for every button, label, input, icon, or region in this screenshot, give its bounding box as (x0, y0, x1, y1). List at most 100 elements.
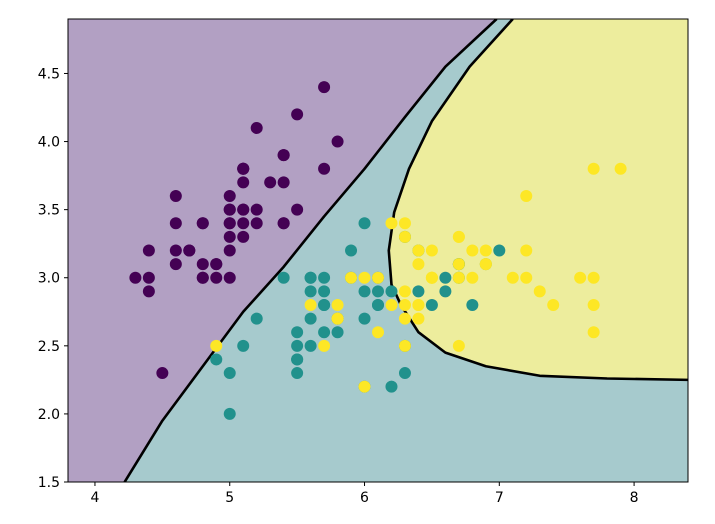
decision-boundary-0-1 (123, 19, 498, 482)
x-tick-label: 7 (495, 490, 504, 506)
point-class-1 (331, 326, 344, 339)
point-class-0 (142, 244, 155, 257)
x-axis: 4 5 6 7 8 (90, 482, 639, 506)
point-class-0 (250, 217, 263, 230)
point-class-0 (223, 203, 236, 216)
point-class-0 (331, 135, 344, 148)
point-class-2 (358, 380, 371, 393)
point-class-1 (412, 285, 425, 298)
point-class-1 (425, 298, 438, 311)
point-class-0 (237, 203, 250, 216)
point-class-0 (250, 121, 263, 134)
y-tick-label: 1.5 (38, 475, 60, 491)
point-class-1 (385, 285, 398, 298)
point-class-0 (169, 217, 182, 230)
plot-area (68, 19, 688, 482)
point-class-2 (479, 244, 492, 257)
point-class-0 (277, 149, 290, 162)
point-class-2 (412, 298, 425, 311)
point-class-2 (425, 271, 438, 284)
point-class-0 (264, 176, 277, 189)
point-class-1 (493, 244, 506, 257)
point-class-1 (223, 367, 236, 380)
point-class-0 (183, 244, 196, 257)
point-class-1 (398, 367, 411, 380)
point-class-1 (318, 271, 331, 284)
point-class-1 (291, 353, 304, 366)
point-class-2 (385, 217, 398, 230)
point-class-1 (318, 326, 331, 339)
point-class-2 (210, 339, 223, 352)
point-class-2 (304, 298, 317, 311)
y-tick-label: 4.0 (38, 135, 60, 151)
point-class-0 (237, 230, 250, 243)
point-class-0 (318, 162, 331, 175)
point-class-2 (331, 298, 344, 311)
point-class-0 (291, 108, 304, 121)
point-class-2 (345, 271, 358, 284)
point-class-1 (210, 353, 223, 366)
point-class-2 (452, 271, 465, 284)
y-tick-label: 2.0 (38, 407, 60, 423)
point-class-1 (439, 271, 452, 284)
point-class-0 (169, 190, 182, 203)
point-class-2 (398, 312, 411, 325)
point-class-0 (210, 271, 223, 284)
point-class-1 (223, 407, 236, 420)
point-class-2 (520, 244, 533, 257)
point-class-0 (142, 285, 155, 298)
point-class-2 (452, 339, 465, 352)
point-class-2 (358, 271, 371, 284)
point-class-2 (318, 339, 331, 352)
region-class-2 (388, 19, 688, 380)
x-tick-label: 5 (225, 490, 234, 506)
x-tick-label: 6 (360, 490, 369, 506)
point-class-1 (277, 271, 290, 284)
point-class-2 (466, 271, 479, 284)
point-class-0 (223, 244, 236, 257)
point-class-0 (129, 271, 142, 284)
point-class-2 (398, 217, 411, 230)
point-class-2 (587, 326, 600, 339)
y-tick-label: 3.5 (38, 203, 60, 219)
point-class-0 (237, 176, 250, 189)
point-class-0 (318, 81, 331, 94)
y-tick-label: 2.5 (38, 339, 60, 355)
point-class-2 (479, 258, 492, 271)
point-class-1 (345, 244, 358, 257)
point-class-2 (587, 162, 600, 175)
x-tick-label: 8 (630, 490, 639, 506)
point-class-2 (425, 244, 438, 257)
point-class-2 (412, 244, 425, 257)
point-class-2 (372, 326, 384, 339)
point-class-2 (398, 339, 411, 352)
point-class-0 (210, 258, 223, 271)
point-class-0 (223, 271, 236, 284)
point-class-1 (385, 380, 398, 393)
point-class-2 (547, 298, 560, 311)
x-tick-label: 4 (90, 490, 99, 506)
point-class-2 (533, 285, 546, 298)
point-class-0 (142, 271, 155, 284)
point-class-0 (277, 176, 290, 189)
y-axis: 1.5 2.0 2.5 3.0 3.5 4.0 4.5 (38, 66, 68, 491)
point-class-1 (358, 312, 371, 325)
point-class-1 (318, 298, 331, 311)
point-class-0 (223, 217, 236, 230)
point-class-1 (372, 298, 384, 311)
point-class-0 (277, 217, 290, 230)
point-class-2 (520, 271, 533, 284)
point-class-2 (412, 312, 425, 325)
point-class-1 (291, 326, 304, 339)
point-class-1 (318, 285, 331, 298)
point-class-2 (452, 230, 465, 243)
point-class-2 (614, 162, 627, 175)
point-class-0 (169, 258, 182, 271)
point-class-0 (250, 203, 263, 216)
point-class-1 (304, 271, 317, 284)
point-class-2 (466, 244, 479, 257)
region-class-0 (68, 19, 497, 482)
point-class-1 (466, 298, 479, 311)
point-class-0 (156, 367, 169, 380)
